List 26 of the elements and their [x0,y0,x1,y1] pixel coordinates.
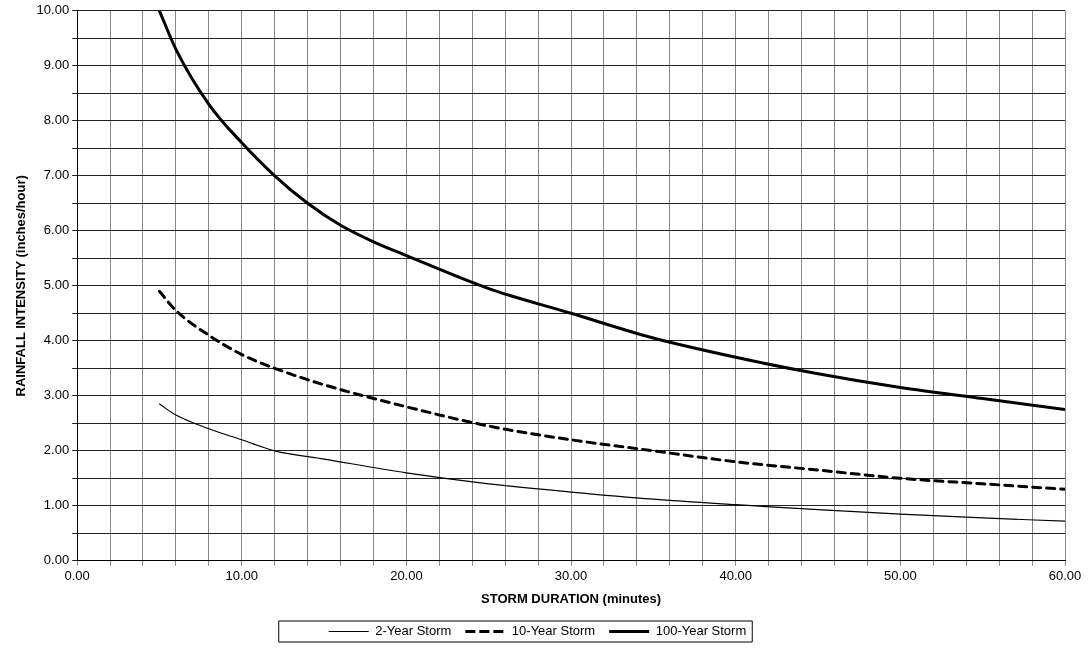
y-tick-label: 9.00 [43,57,70,73]
y-tick-label: 5.00 [43,277,70,293]
y-tick-label: 7.00 [43,167,70,183]
y-tick-label: 3.00 [43,387,70,403]
x-tick-label: 0.00 [64,568,90,584]
y-tick-label: 8.00 [43,112,70,128]
x-tick-label: 40.00 [719,568,752,584]
y-tick-label: 6.00 [43,222,70,238]
line-series [157,10,1065,412]
y-tick-label: 2.00 [43,442,70,458]
x-tick-label: 50.00 [884,568,917,584]
y-tick-label: 4.00 [43,332,70,348]
x-tick-label: 30.00 [554,568,588,584]
line-series [157,289,1065,491]
y-tick-label: 1.00 [43,497,70,513]
x-tick-label: 60.00 [1048,568,1082,584]
legend-label: 100-Year Storm [655,623,747,639]
x-tick-label: 10.00 [225,568,259,584]
x-axis-title: STORM DURATION (minutes) [481,590,662,606]
x-tick-label: 20.00 [390,568,423,584]
legend-label: 10-Year Storm [511,623,596,639]
legend-label: 2-Year Storm [375,623,452,639]
line-series [158,403,1065,522]
y-axis-title: RAINFALL INTENSITY (inches/hour) [13,175,29,397]
y-tick-label: 10.00 [36,2,70,18]
y-tick-label: 0.00 [43,552,70,568]
